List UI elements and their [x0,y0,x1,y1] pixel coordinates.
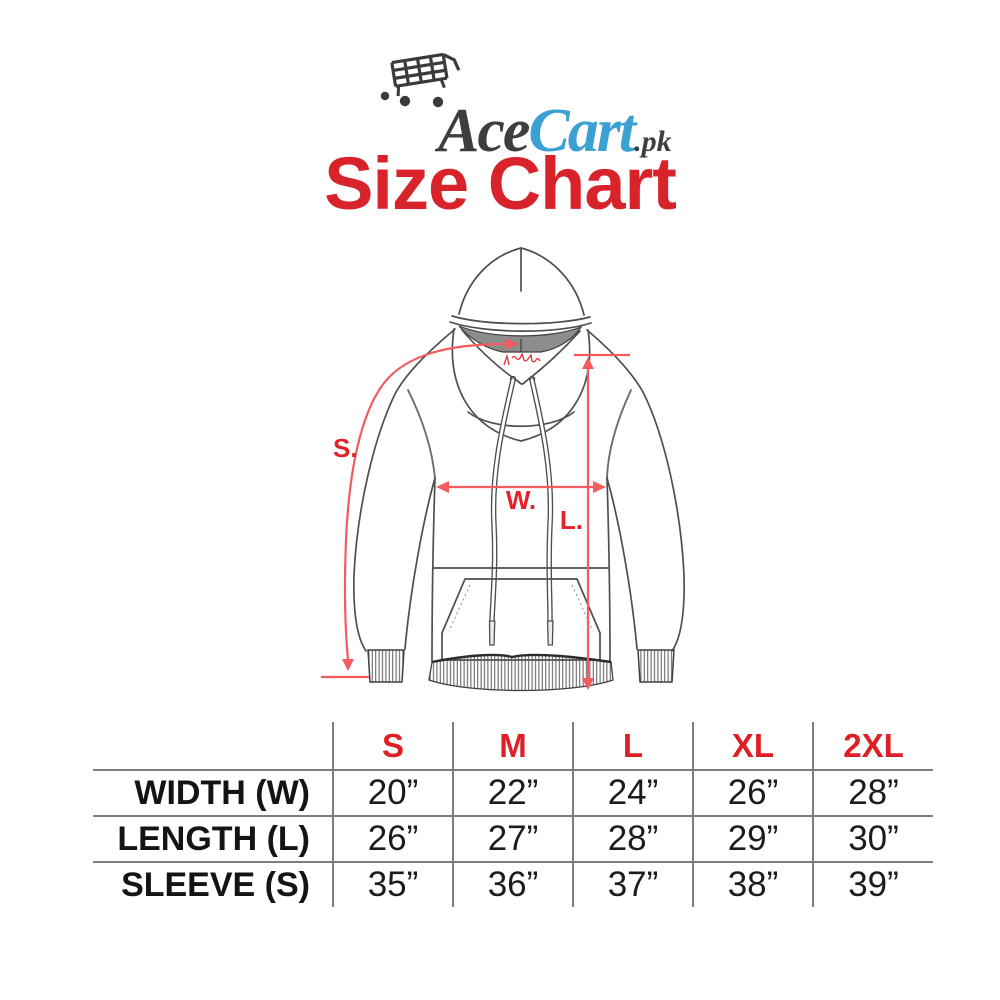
width-value-xl: 26” [693,770,814,817]
brand-signature-mark [503,352,541,366]
sleeve-value-2xl: 39” [848,865,899,904]
width-value-m: 22” [453,770,574,817]
ribbed-trim [367,649,675,692]
sleeve-value-xl: 38” [693,862,814,907]
collar [451,328,591,442]
page-title: Size Chart [324,142,677,225]
cart-dot-icon [380,91,390,101]
length-value-xl: 29” [693,816,814,863]
size-table-header-row: S M L XL 2XL [93,722,933,771]
right-cuff [637,649,675,683]
brand-word-tld: .pk [634,125,672,158]
brand-word-cart: Cart [528,97,636,165]
measurement-annotations: S. W. L. [321,338,630,690]
size-column-l: L [573,722,694,771]
sleeve-measure-line [343,342,507,661]
sleeve-measure-label: S. [333,433,358,463]
cart-wheel-icon [399,95,411,107]
size-table: S M L XL 2XL WIDTH (W) 20” 22” 24” 26” 2… [93,722,933,907]
brand-wordmark: AceCart.pk [438,100,672,173]
body-outline [353,328,685,662]
sleeve-value-m: 36” [453,862,574,907]
sleeve-value-s: 35” [333,862,454,907]
aglet [546,620,554,646]
length-value-m: 27” [453,816,574,863]
width-value-s: 20” [333,770,454,817]
hem-ribbing [428,654,614,692]
table-row-sleeve: SLEEVE (S) 35” 36” 37” 38” 39” [93,862,933,907]
row-label-width: WIDTH (W) [93,770,334,817]
hood-outline [449,247,592,332]
drawstrings [488,375,554,646]
aglet [488,620,496,646]
brand-logo: AceCart.pk [0,44,1000,162]
width-value-2xl: 28” [813,770,933,817]
size-column-s: S [333,722,454,771]
width-measure-label: W. [506,485,536,515]
shopping-cart-icon [380,52,461,108]
cart-wheel-icon [432,96,444,108]
kangaroo-pocket [441,578,601,661]
length-value-l: 28” [573,816,694,863]
size-column-xl: XL [693,722,814,771]
row-label-sleeve: SLEEVE (S) [93,862,334,907]
sleeve-value-l: 37” [573,862,694,907]
table-row-length: LENGTH (L) 26” 27” 28” 29” 30” [93,816,933,863]
left-cuff [367,649,405,683]
corner-cell [93,722,334,771]
size-column-m: M [453,722,574,771]
length-value-s: 26” [333,816,454,863]
row-label-length: LENGTH (L) [93,816,334,863]
length-measure-label: L. [560,505,583,535]
length-value-2xl: 30” [813,816,933,863]
width-value-l: 24” [573,770,694,817]
size-column-2xl: 2XL [813,722,933,771]
table-row-width: WIDTH (W) 20” 22” 24” 26” 28” [93,770,933,817]
brand-word-ace: Ace [438,97,530,165]
hoodie-measurement-diagram: S. W. L. [321,247,685,692]
